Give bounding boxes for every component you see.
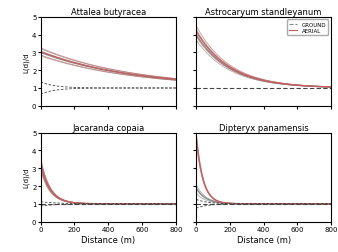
X-axis label: Distance (m): Distance (m) — [81, 235, 135, 244]
Title: Jacaranda copaia: Jacaranda copaia — [72, 123, 144, 132]
Title: Dipteryx panamensis: Dipteryx panamensis — [219, 123, 309, 132]
Legend: GROUND, AERIAL: GROUND, AERIAL — [287, 20, 329, 36]
Title: Attalea butyracea: Attalea butyracea — [71, 8, 146, 17]
Y-axis label: L(d)/d: L(d)/d — [23, 52, 29, 72]
Title: Astrocaryum standleyanum: Astrocaryum standleyanum — [206, 8, 322, 17]
Y-axis label: L(d)/d: L(d)/d — [23, 167, 29, 187]
X-axis label: Distance (m): Distance (m) — [237, 235, 291, 244]
